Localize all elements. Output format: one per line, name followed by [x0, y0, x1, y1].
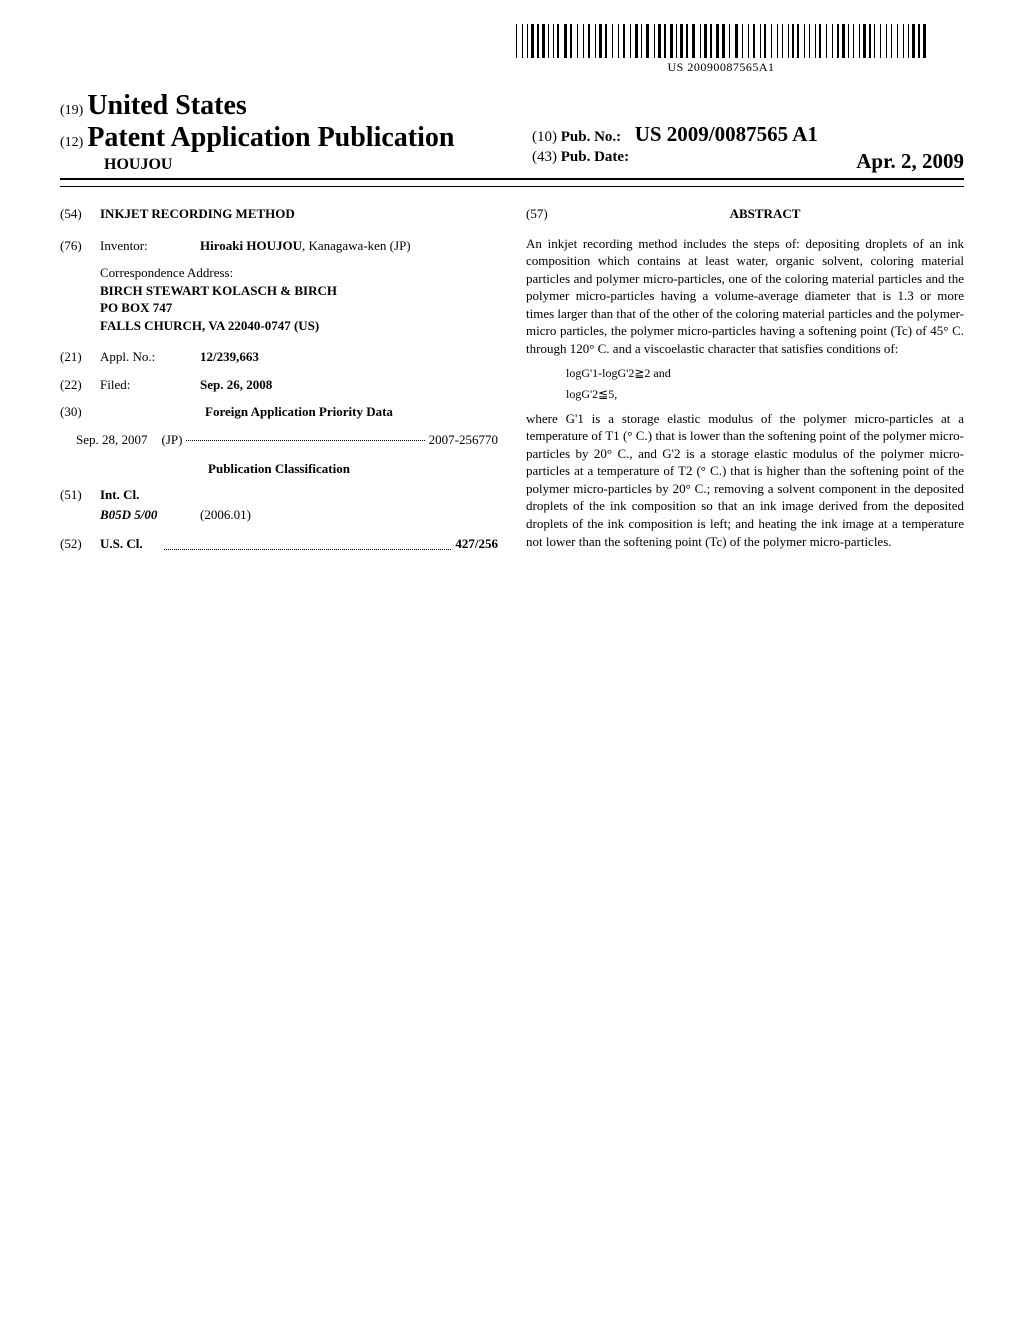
code-12: (12) [60, 135, 83, 150]
foreign-data-row: Sep. 28, 2007 (JP) 2007-256770 [76, 431, 498, 449]
corr-line-1: BIRCH STEWART KOLASCH & BIRCH [100, 282, 498, 300]
filed-label: Filed: [100, 376, 200, 394]
code-57: (57) [526, 205, 566, 229]
code-10: (10) [532, 129, 557, 145]
pubno-value: US 2009/0087565 A1 [635, 122, 818, 146]
filed-row: (22) Filed: Sep. 26, 2008 [60, 376, 498, 394]
invention-title: INKJET RECORDING METHOD [100, 205, 295, 223]
intcl-row: (51) Int. Cl. [60, 486, 498, 504]
code-22: (22) [60, 376, 100, 394]
abstract-p1: An inkjet recording method includes the … [526, 235, 964, 358]
intcl-value-row: B05D 5/00 (2006.01) [100, 506, 498, 524]
code-52: (52) [60, 535, 100, 553]
pubdate-value: Apr. 2, 2009 [856, 149, 964, 174]
barcode-block: US 20090087565A1 [516, 24, 926, 75]
foreign-num: 2007-256770 [429, 431, 498, 449]
intcl-code: B05D 5/00 [100, 506, 200, 524]
code-76: (76) [60, 237, 100, 255]
abstract-p2: where G'1 is a storage elastic modulus o… [526, 410, 964, 550]
corr-line-3: FALLS CHURCH, VA 22040-0747 (US) [100, 317, 498, 335]
foreign-date: Sep. 28, 2007 [76, 431, 148, 449]
code-51: (51) [60, 486, 100, 504]
inventor-label: Inventor: [100, 237, 200, 255]
inventor-row: (76) Inventor: Hiroaki HOUJOU, Kanagawa-… [60, 237, 498, 255]
applno-row: (21) Appl. No.: 12/239,663 [60, 348, 498, 366]
applno-label: Appl. No.: [100, 348, 200, 366]
left-column: (54) INKJET RECORDING METHOD (76) Invent… [60, 205, 498, 553]
code-54: (54) [60, 205, 100, 223]
pubno-label: Pub. No.: [561, 129, 621, 145]
filed-value: Sep. 26, 2008 [200, 376, 498, 394]
dot-leader-2 [164, 540, 451, 550]
country-title: United States [87, 90, 246, 121]
uscl-row: (52) U.S. Cl. 427/256 [60, 535, 498, 553]
body-columns: (54) INKJET RECORDING METHOD (76) Invent… [60, 205, 964, 553]
publication-type: Patent Application Publication [87, 122, 454, 153]
corr-label: Correspondence Address: [100, 264, 498, 282]
intcl-year: (2006.01) [200, 506, 251, 524]
inventor-value: Hiroaki HOUJOU, Kanagawa-ken (JP) [200, 237, 498, 255]
corr-line-2: PO BOX 747 [100, 299, 498, 317]
code-19: (19) [60, 103, 83, 118]
inventor-name: Hiroaki HOUJOU [200, 238, 302, 253]
abstract-label: ABSTRACT [566, 205, 964, 223]
pubdate-label: Pub. Date: [561, 149, 629, 165]
header: (19) United States (12) Patent Applicati… [60, 90, 964, 180]
applno-value: 12/239,663 [200, 348, 498, 366]
barcode-text: US 20090087565A1 [516, 60, 926, 75]
header-rule [60, 186, 964, 187]
foreign-heading: Foreign Application Priority Data [100, 403, 498, 421]
code-30: (30) [60, 403, 100, 421]
right-column: (57) ABSTRACT An inkjet recording method… [526, 205, 964, 553]
code-21: (21) [60, 348, 100, 366]
uscl-value: 427/256 [455, 535, 498, 553]
correspondence-block: Correspondence Address: BIRCH STEWART KO… [100, 264, 498, 334]
title-row: (54) INKJET RECORDING METHOD [60, 205, 498, 223]
barcode-graphic [516, 24, 926, 58]
formula-2: logG'2≦5, [566, 386, 964, 402]
code-43: (43) [532, 149, 557, 165]
formula-1: logG'1-logG'2≧2 and [566, 365, 964, 381]
inventor-loc: , Kanagawa-ken (JP) [302, 238, 411, 253]
header-left: (19) United States (12) Patent Applicati… [60, 90, 492, 174]
formula-block: logG'1-logG'2≧2 and logG'2≦5, [566, 365, 964, 401]
pubclass-heading: Publication Classification [60, 460, 498, 478]
inventor-surname: HOUJOU [104, 156, 492, 174]
intcl-label: Int. Cl. [100, 486, 139, 504]
foreign-country: (JP) [162, 431, 183, 449]
foreign-heading-row: (30) Foreign Application Priority Data [60, 403, 498, 421]
header-right: (10) Pub. No.: US 2009/0087565 A1 (43) P… [532, 122, 964, 174]
dot-leader [186, 431, 424, 441]
uscl-label: U.S. Cl. [100, 535, 160, 553]
